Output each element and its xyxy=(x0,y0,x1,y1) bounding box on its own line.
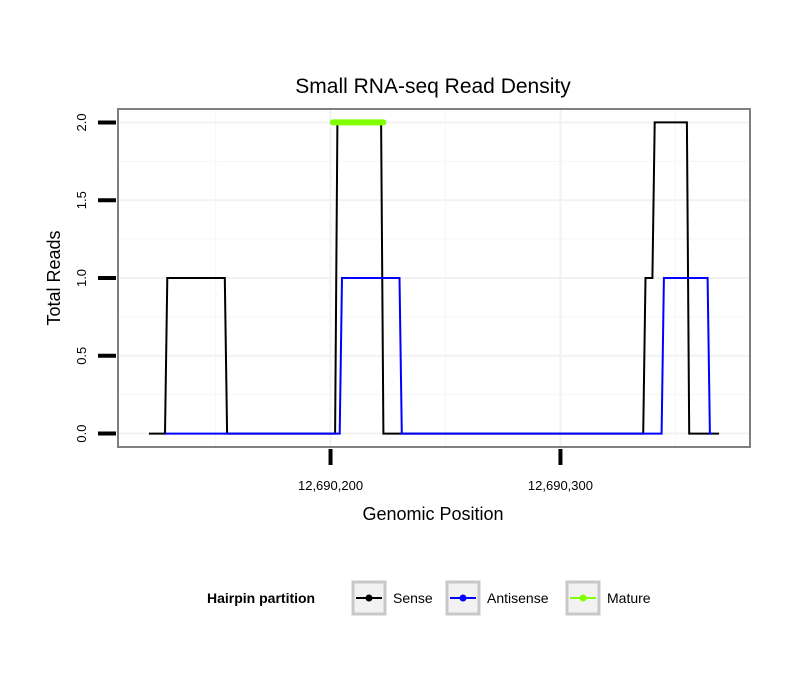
x-tick-label: 12,690,200 xyxy=(298,478,363,493)
x-tick-label: 12,690,300 xyxy=(528,478,593,493)
legend: Hairpin partition Sense Antisense Mature xyxy=(207,580,651,616)
y-axis-title: Total Reads xyxy=(44,230,64,325)
x-axis-title: Genomic Position xyxy=(362,504,503,524)
y-tick-label: 1.0 xyxy=(74,269,89,287)
legend-label-antisense: Antisense xyxy=(487,590,549,606)
y-tick-label: 2.0 xyxy=(74,113,89,131)
legend-title: Hairpin partition xyxy=(207,590,315,606)
x-axis: 12,690,200 12,690,300 xyxy=(298,449,593,493)
series-line-antisense xyxy=(165,277,713,435)
y-tick-label: 0.5 xyxy=(74,347,89,365)
plot-panel-border xyxy=(117,108,751,448)
legend-key-dot-sense xyxy=(365,594,373,602)
y-axis: 0.0 0.5 1.0 1.5 2.0 xyxy=(74,113,116,443)
legend-key-dot-antisense xyxy=(459,594,467,602)
series-lines xyxy=(148,119,720,435)
chart-title: Small RNA-seq Read Density xyxy=(295,75,571,98)
legend-label-sense: Sense xyxy=(393,590,433,606)
y-tick-label: 1.5 xyxy=(74,191,89,209)
legend-label-mature: Mature xyxy=(607,590,651,606)
y-tick-label: 0.0 xyxy=(74,425,89,443)
legend-key-dot-mature xyxy=(579,594,587,602)
